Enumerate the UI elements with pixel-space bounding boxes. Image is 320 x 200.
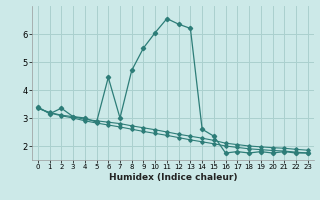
X-axis label: Humidex (Indice chaleur): Humidex (Indice chaleur) [108,173,237,182]
